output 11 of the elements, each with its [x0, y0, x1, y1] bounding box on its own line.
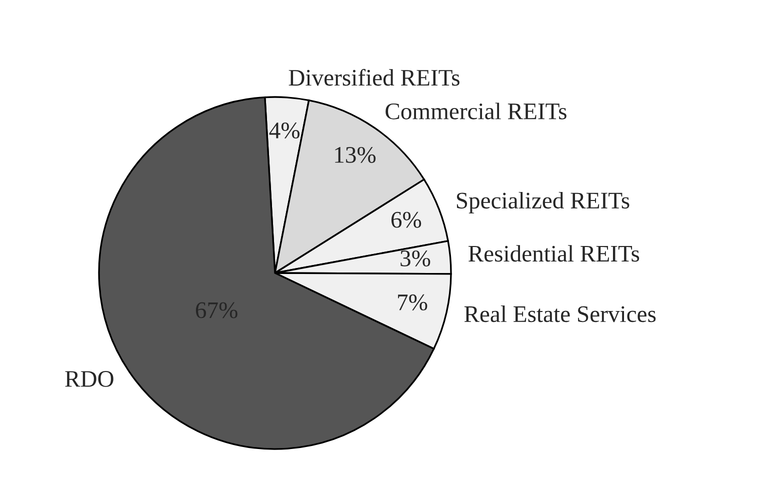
- slice-label: Specialized REITs: [456, 192, 630, 214]
- data-label: 13%: [335, 146, 376, 163]
- slice-label: Commercial REITs: [386, 102, 566, 120]
- data-label: 4%: [269, 122, 300, 139]
- data-label: 3%: [400, 250, 430, 266]
- slice-label: Diversified REITs: [288, 68, 460, 86]
- data-label: 6%: [391, 212, 422, 228]
- slice-label: RDO: [65, 371, 114, 387]
- slice-label: Real Estate Services: [464, 306, 656, 322]
- slice-label: Residential REITs: [468, 245, 640, 262]
- data-label: 7%: [398, 294, 428, 310]
